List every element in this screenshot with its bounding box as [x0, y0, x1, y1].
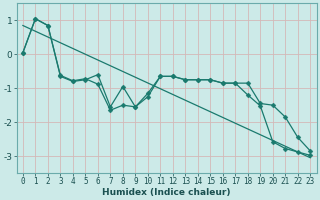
X-axis label: Humidex (Indice chaleur): Humidex (Indice chaleur) [102, 188, 231, 197]
